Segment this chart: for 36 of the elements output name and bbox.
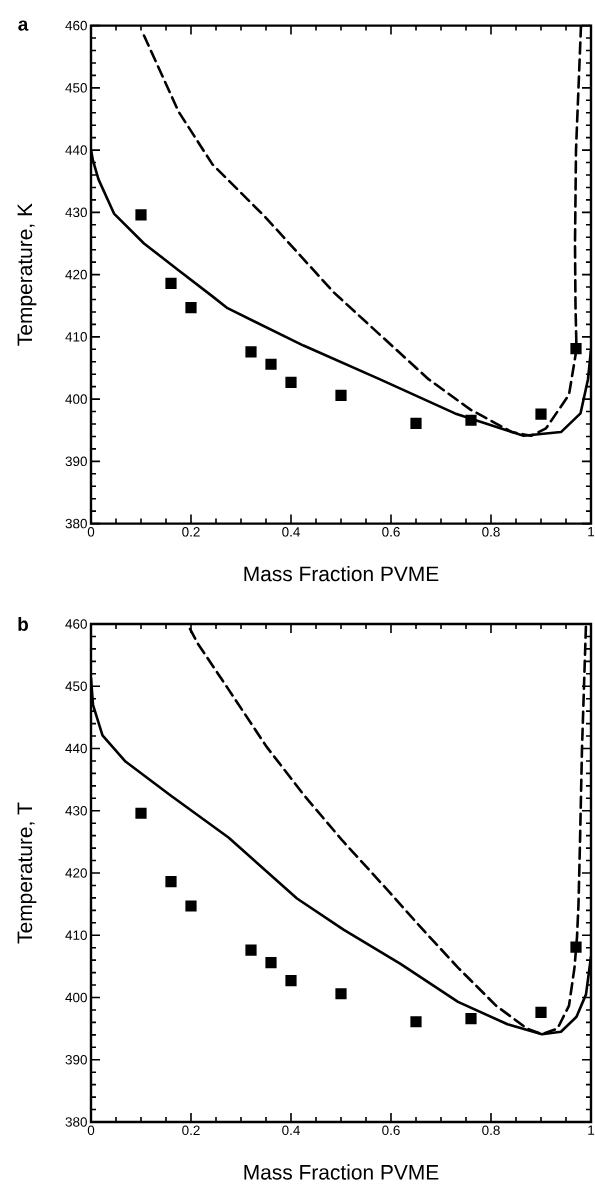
y-tick-label: 390 xyxy=(65,1054,87,1065)
y-tick-label: 400 xyxy=(65,394,87,404)
x-tick-label: 0.6 xyxy=(382,527,400,537)
chart-title: a xyxy=(18,20,29,31)
y-tick-label: 430 xyxy=(65,805,87,816)
y-tick-label: 410 xyxy=(65,332,87,342)
y-tick-label: 430 xyxy=(65,207,87,218)
y-tick-label: 450 xyxy=(65,681,87,691)
x-tick-label: 1 xyxy=(588,527,595,537)
y-tick-label: 420 xyxy=(65,269,87,280)
y-tick-label: 440 xyxy=(65,145,87,155)
y-axis-title: Temperature, K xyxy=(17,203,37,346)
x-tick-label: 0.2 xyxy=(182,1125,200,1136)
x-tick-label: 0 xyxy=(87,1125,95,1136)
y-tick-label: 390 xyxy=(65,456,87,467)
y-tick-label: 380 xyxy=(65,518,87,529)
y-tick-label: 440 xyxy=(65,743,87,754)
x-tick-label: 0.2 xyxy=(182,527,200,537)
y-tick-label: 450 xyxy=(65,83,87,93)
x-tick-label: 0.8 xyxy=(482,1125,500,1136)
x-axis-title: Mass Fraction PVME xyxy=(244,1164,439,1180)
x-axis-title: Mass Fraction PVME xyxy=(244,565,439,582)
y-axis-title: Temperature, T xyxy=(17,802,37,944)
x-tick-label: 1 xyxy=(588,1125,595,1135)
y-tick-label: 400 xyxy=(65,992,87,1003)
y-tick-label: 420 xyxy=(65,868,87,878)
x-tick-label: 0.6 xyxy=(382,1125,400,1136)
x-tick-label: 0.8 xyxy=(482,527,500,537)
chart-title: b xyxy=(18,617,28,631)
y-tick-label: 410 xyxy=(65,930,87,940)
y-tick-label: 460 xyxy=(65,20,87,31)
y-tick-label: 380 xyxy=(65,1117,87,1127)
x-tick-label: 0.4 xyxy=(282,527,300,537)
x-tick-label: 0 xyxy=(87,527,95,537)
x-tick-label: 0.4 xyxy=(282,1125,300,1136)
y-tick-label: 460 xyxy=(65,619,87,629)
